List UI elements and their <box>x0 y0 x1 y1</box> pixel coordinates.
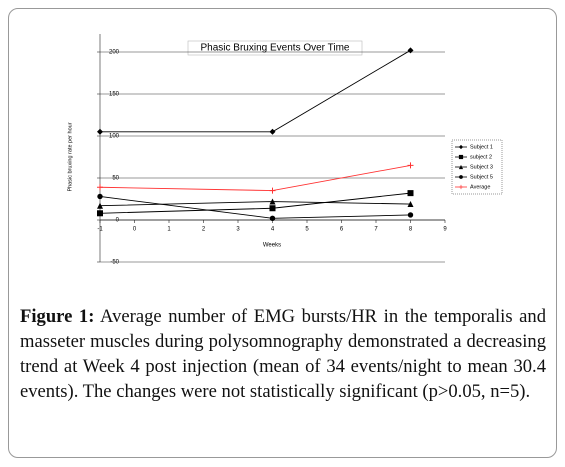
figure-frame <box>8 8 557 458</box>
x-tick-label: 0 <box>133 227 137 233</box>
chart-title: Phasic Bruxing Events Over Time <box>201 43 350 54</box>
legend-label: subject 2 <box>470 154 492 160</box>
legend-label: Subject 3 <box>470 164 493 170</box>
legend-label: Subject 1 <box>470 144 493 150</box>
x-tick-label: -1 <box>97 227 103 233</box>
title-box <box>187 40 363 56</box>
y-tick-label: 100 <box>109 134 120 140</box>
y-tick-label: -50 <box>110 260 119 266</box>
legend-label: Average <box>470 184 490 190</box>
data-point <box>407 201 414 208</box>
legend-label: Subject 5 <box>470 174 493 180</box>
x-tick-label: 1 <box>167 227 171 233</box>
chart: Phasic Bruxing Events Over Time Weeks Ph… <box>67 34 503 266</box>
x-tick-label: 8 <box>409 227 413 233</box>
figure-caption: Figure 1: Average number of EMG bursts/H… <box>20 304 546 404</box>
data-point <box>269 198 276 205</box>
data-point <box>97 193 103 200</box>
data-point <box>269 187 276 194</box>
x-tick-label: 3 <box>236 227 240 233</box>
y-tick-label: 0 <box>116 218 120 224</box>
x-tick-label: 2 <box>202 227 206 233</box>
y-tick-label: 200 <box>109 50 120 56</box>
data-point <box>97 184 103 191</box>
y-axis-label: Phasic bruxing rate per hour <box>67 122 73 191</box>
x-tick-label: 9 <box>443 227 447 233</box>
data-point <box>97 128 103 135</box>
y-tick-label: 150 <box>109 92 120 98</box>
data-point <box>407 162 414 169</box>
x-tick-label: 6 <box>340 227 344 233</box>
data-point <box>407 212 414 218</box>
series-line <box>99 196 411 219</box>
x-tick-label: 4 <box>271 227 275 233</box>
caption-text: Average number of EMG bursts/HR in the t… <box>20 306 547 402</box>
legend-marker <box>459 175 463 179</box>
data-point <box>97 210 103 217</box>
legend-marker <box>458 154 464 160</box>
data-point <box>97 202 103 209</box>
data-point <box>269 215 276 222</box>
x-tick-label: 7 <box>374 227 378 233</box>
caption-label: Figure 1: <box>20 306 95 327</box>
series-line <box>100 49 411 133</box>
data-point <box>269 128 276 135</box>
legend-marker <box>458 184 464 190</box>
x-tick-label: 5 <box>305 227 309 233</box>
x-axis-label: Weeks <box>263 243 281 249</box>
data-point <box>269 205 276 212</box>
data-point <box>407 47 414 54</box>
y-tick-label: 50 <box>112 176 119 182</box>
legend-marker <box>458 144 464 150</box>
data-point <box>407 190 414 197</box>
legend-marker <box>458 164 464 170</box>
